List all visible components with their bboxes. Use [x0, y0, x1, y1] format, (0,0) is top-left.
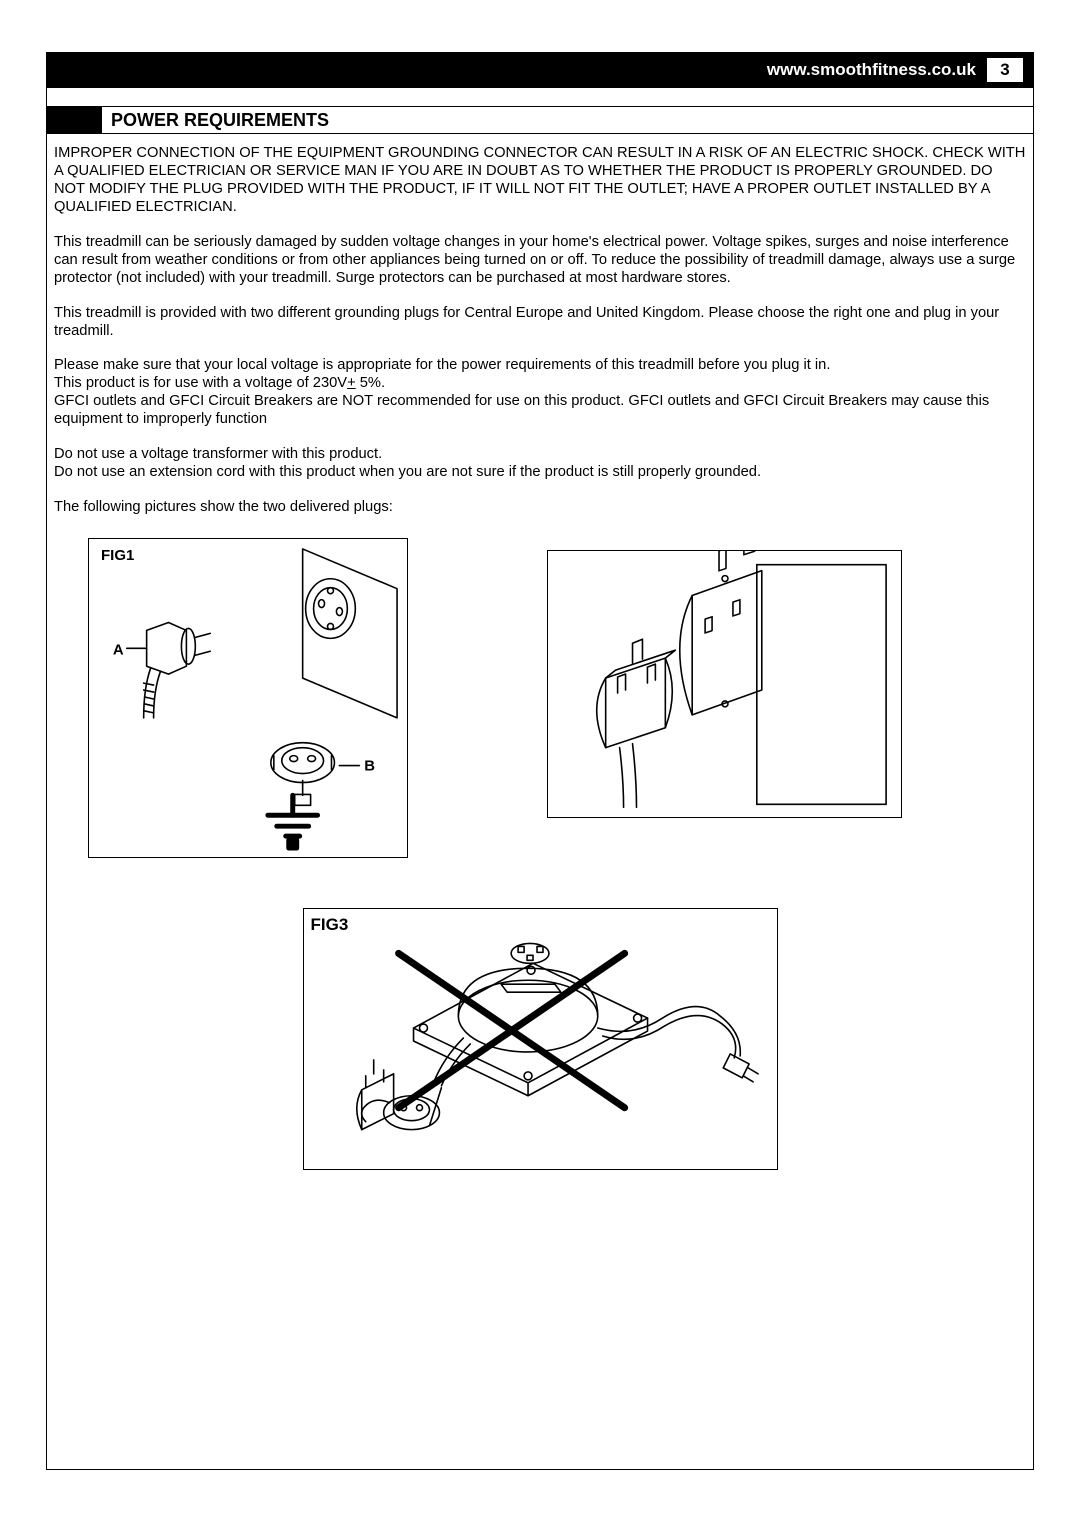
figure-1-label: FIG1: [101, 547, 134, 564]
figure-1-annot-a: A: [113, 642, 124, 658]
figure-3-diagram: [304, 908, 777, 1170]
figures-row: FIG1: [88, 538, 992, 858]
body-content: IMPROPER CONNECTION OF THE EQUIPMENT GRO…: [54, 145, 1026, 534]
figure-3-wrap: FIG3: [0, 908, 1080, 1170]
plugs-paragraph: This treadmill is provided with two diff…: [54, 305, 1026, 341]
figure-1-annot-b: B: [364, 759, 375, 775]
figure-3: FIG3: [303, 908, 778, 1170]
figure-1-diagram: A B: [89, 538, 407, 858]
warning-paragraph: IMPROPER CONNECTION OF THE EQUIPMENT GRO…: [54, 145, 1026, 217]
voltage-line-2: This product is for use with a voltage o…: [54, 375, 1026, 393]
voltage-line-1: Please make sure that your local voltage…: [54, 357, 1026, 375]
pictures-intro: The following pictures show the two deli…: [54, 499, 1026, 517]
figure-3-label: FIG3: [311, 915, 349, 935]
extension-line: Do not use an extension cord with this p…: [54, 464, 1026, 482]
surge-paragraph: This treadmill can be seriously damaged …: [54, 234, 1026, 288]
gfci-paragraph: GFCI outlets and GFCI Circuit Breakers a…: [54, 393, 1026, 429]
transformer-line: Do not use a voltage transformer with th…: [54, 446, 1026, 464]
figure-2: [547, 550, 902, 818]
figure-2-diagram: [548, 550, 901, 818]
figure-1: FIG1: [88, 538, 408, 858]
